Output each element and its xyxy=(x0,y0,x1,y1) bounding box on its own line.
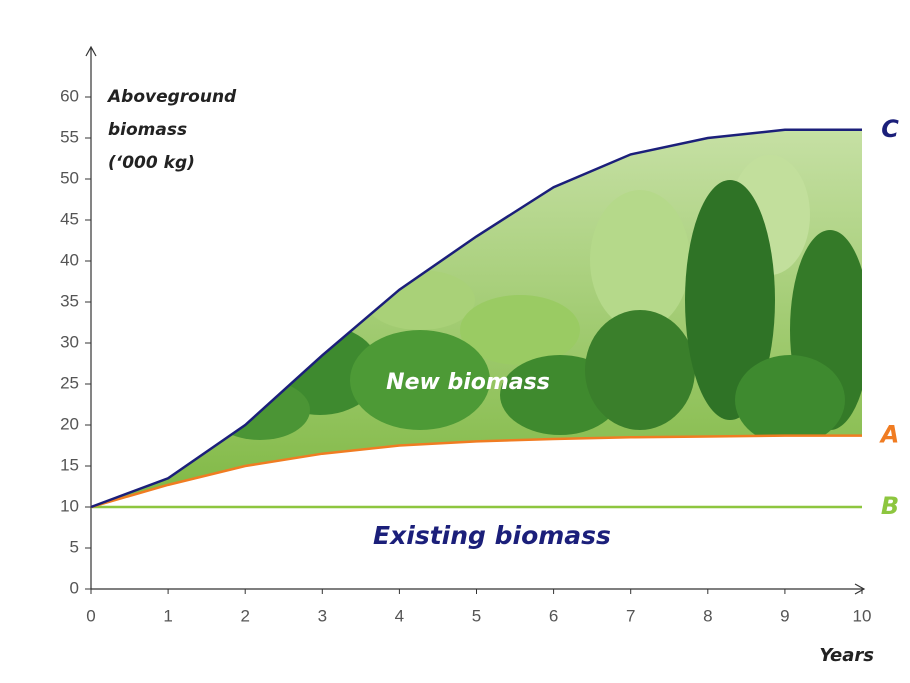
tree xyxy=(585,310,695,430)
tree xyxy=(350,330,490,430)
y-tick-label: 50 xyxy=(60,168,79,187)
x-tick-label: 7 xyxy=(626,606,635,625)
y-axis-arrow xyxy=(85,45,97,57)
x-tick-label: 9 xyxy=(780,606,789,625)
y-tick-label: 15 xyxy=(60,455,79,474)
x-tick-label: 8 xyxy=(703,606,712,625)
tree xyxy=(735,355,845,445)
y-tick-label: 45 xyxy=(60,209,79,228)
y-tick-label: 0 xyxy=(70,578,79,597)
tree xyxy=(685,180,775,420)
series-label: C xyxy=(881,115,899,143)
y-tick-label: 55 xyxy=(60,127,79,146)
y-tick-label: 25 xyxy=(60,373,79,392)
y-axis-label: biomass xyxy=(108,120,187,140)
series-line xyxy=(90,128,862,509)
x-tick-label: 6 xyxy=(549,606,558,625)
x-tick-label: 1 xyxy=(163,606,172,625)
tree xyxy=(590,190,690,330)
x-tick-label: 0 xyxy=(86,606,95,625)
y-tick-label: 35 xyxy=(60,291,79,310)
forest-illustration xyxy=(210,155,862,445)
tree xyxy=(460,295,580,365)
annotation: Existing biomass xyxy=(373,521,611,550)
x-tick-label: 10 xyxy=(853,606,872,625)
y-axis-label: (‘000 kg) xyxy=(108,153,195,173)
y-tick-label: 60 xyxy=(60,86,79,105)
y-axis-label: Aboveground xyxy=(106,87,237,107)
x-tick-label: 4 xyxy=(395,606,404,625)
series-label: A xyxy=(879,421,900,449)
series-line xyxy=(90,434,862,509)
x-tick-label: 5 xyxy=(472,606,481,625)
y-tick-label: 10 xyxy=(60,496,79,515)
y-tick-label: 40 xyxy=(60,250,79,269)
y-tick-label: 5 xyxy=(70,537,79,556)
annotation: New biomass xyxy=(386,370,550,395)
y-tick-label: 20 xyxy=(60,414,79,433)
x-axis-arrow xyxy=(854,583,866,595)
x-tick-label: 3 xyxy=(318,606,327,625)
x-axis-label: Years xyxy=(819,645,874,666)
y-tick-label: 30 xyxy=(60,332,79,351)
series-label: B xyxy=(881,492,899,520)
x-tick-label: 2 xyxy=(240,606,249,625)
